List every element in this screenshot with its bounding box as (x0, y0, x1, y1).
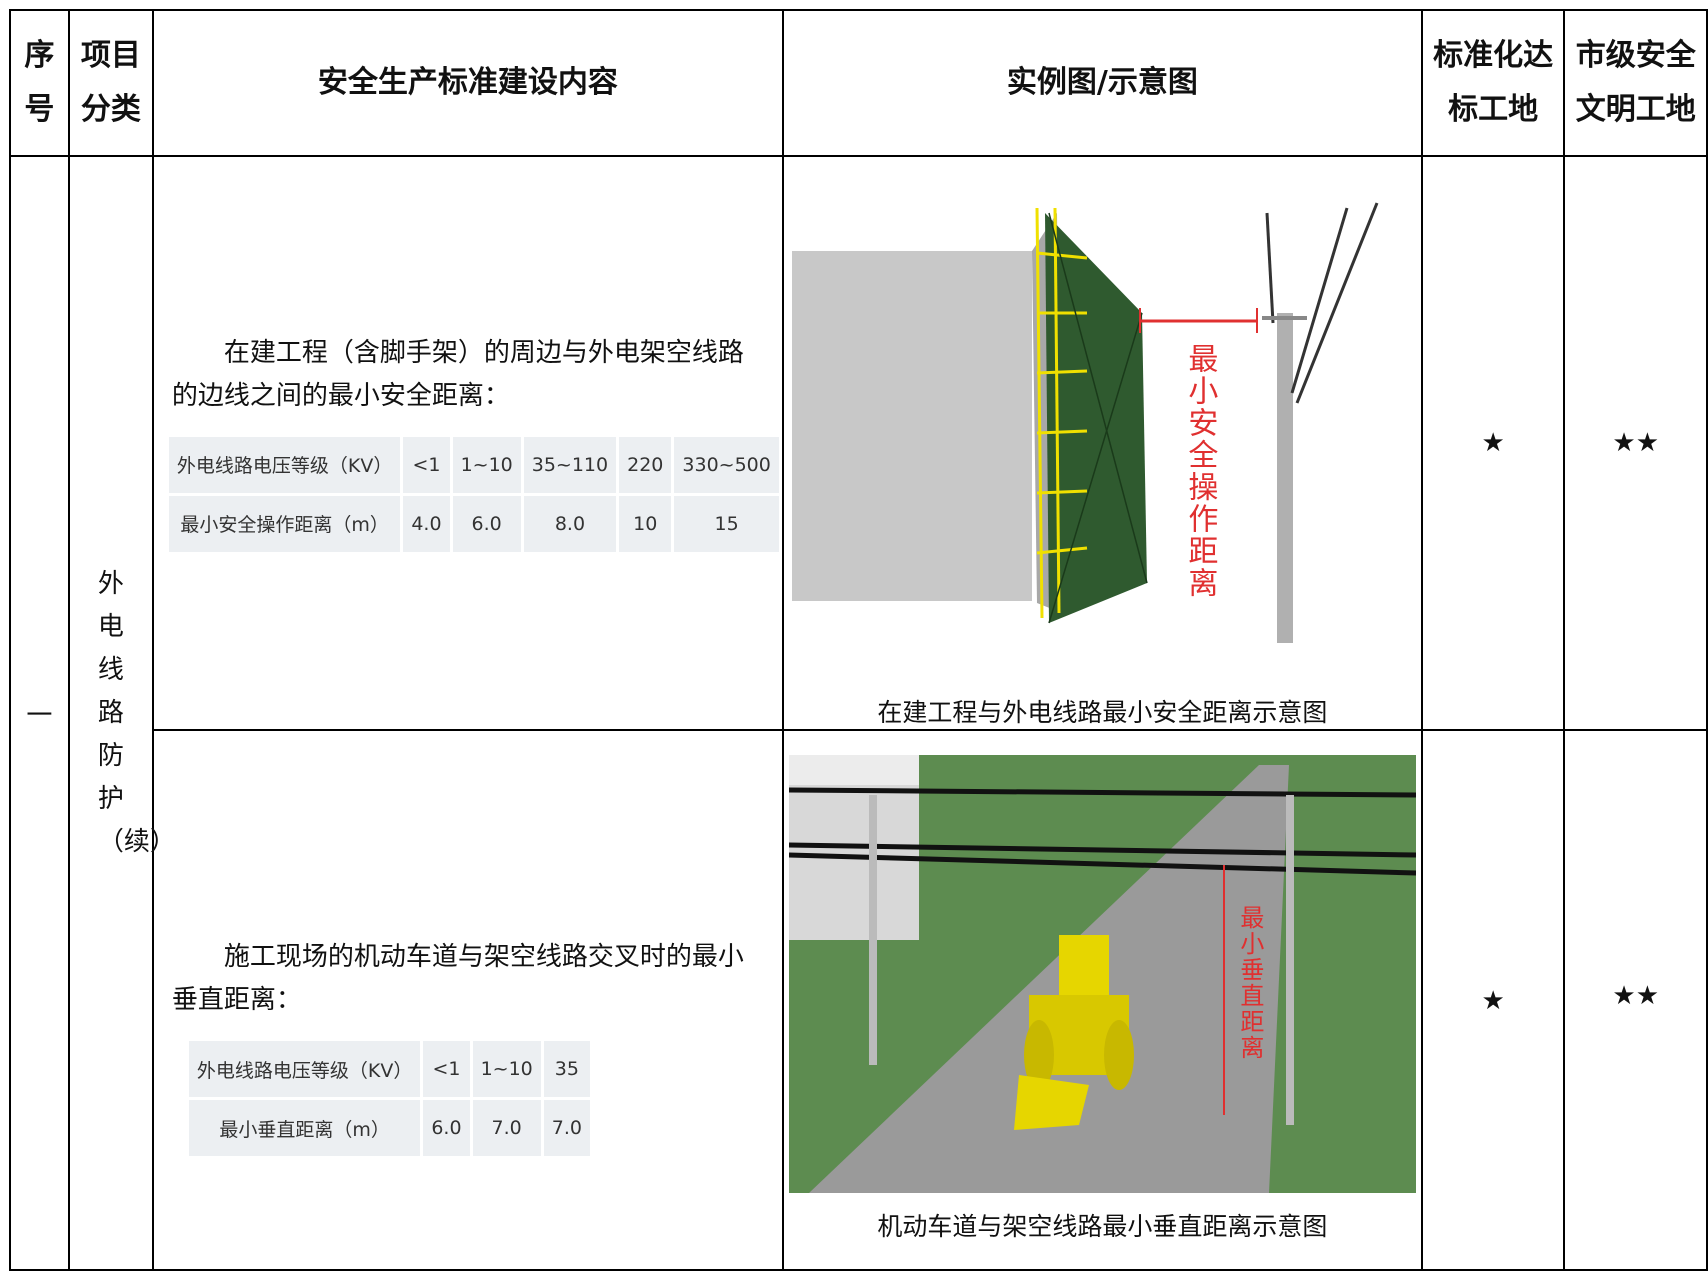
content-text: 施工现场的机动车道与架空线路交叉时的最小垂直距离： (171, 942, 744, 1015)
standard-table: 序号 项目分类 安全生产标准建设内容 实例图/示意图 标准化达标工地 市级安全文… (9, 9, 1708, 1271)
figure: 最小安全操作距离 (787, 193, 1417, 653)
header-cell: 序号 (9, 9, 70, 157)
inner-value: 6.0 (423, 1100, 470, 1156)
inner-value: 10 (619, 495, 672, 552)
inner-label: 最小垂直距离（m） (188, 1100, 421, 1156)
section-number: 一 (9, 155, 70, 1271)
standard-rating: ★ (1420, 155, 1566, 731)
inner-value: 15 (674, 495, 779, 552)
figure-cell: 最小垂直距离 机动车道与架空线路最小垂直距离示意图 (781, 729, 1423, 1271)
standard-rating: ★ (1420, 729, 1566, 1271)
header-cell: 项目分类 (67, 9, 154, 157)
inner-row: 外电线路电压等级（KV） <1 1~10 35 (188, 1041, 590, 1097)
inner-value: 1~10 (452, 436, 521, 493)
header-text: 项目分类 (80, 38, 141, 127)
header-cell: 实例图/示意图 (781, 9, 1423, 157)
header-cell: 市级安全文明工地 (1563, 9, 1708, 157)
content-cell: 在建工程（含脚手架）的周边与外电架空线路的边线之间的最小安全距离： 外电线路电压等… (151, 155, 784, 731)
inner-value: 4.0 (403, 495, 450, 552)
figure-caption: 机动车道与架空线路最小垂直距离示意图 (877, 1212, 1328, 1241)
inner-row: 最小垂直距离（m） 6.0 7.0 7.0 (188, 1100, 590, 1156)
header-text: 标准化达标工地 (1433, 38, 1554, 127)
header-text: 实例图/示意图 (1006, 65, 1198, 100)
content-cell: 施工现场的机动车道与架空线路交叉时的最小垂直距离： 外电线路电压等级（KV） <1 1… (151, 729, 784, 1271)
inner-label: 外电线路电压等级（KV） (168, 436, 401, 493)
inner-value: 35~110 (523, 436, 617, 493)
distance-table: 外电线路电压等级（KV） <1 1~10 35 最小垂直距离（m） 6.0 7.0 7.0 (186, 1038, 593, 1159)
inner-value: <1 (403, 436, 450, 493)
inner-value: 7.0 (543, 1100, 590, 1156)
content-text: 在建工程（含脚手架）的周边与外电架空线路的边线之间的最小安全距离： (171, 337, 744, 411)
inner-row: 外电线路电压等级（KV） <1 1~10 35~110 220 330~500 (168, 436, 779, 493)
figure-caption: 在建工程与外电线路最小安全距离示意图 (877, 698, 1328, 727)
inner-value: 1~10 (472, 1041, 541, 1097)
inner-value: 8.0 (523, 495, 617, 552)
inner-row: 最小安全操作距离（m） 4.0 6.0 8.0 10 15 (168, 495, 779, 552)
header-text: 安全生产标准建设内容 (317, 65, 618, 100)
inner-label: 最小安全操作距离（m） (168, 495, 401, 552)
figure-label: 最小安全操作距离 (1182, 343, 1218, 599)
inner-value: 7.0 (472, 1100, 541, 1156)
header-cell: 安全生产标准建设内容 (151, 9, 784, 157)
distance-table: 外电线路电压等级（KV） <1 1~10 35~110 220 330~500 最小安全操作… (166, 434, 782, 555)
inner-value: 330~500 (674, 436, 779, 493)
category: 外电线路防护（续） (97, 568, 176, 857)
category-cell: 外电线路防护（续） (67, 155, 176, 1271)
figure-illustration (792, 202, 1379, 643)
header-text: 序号 (24, 38, 55, 127)
header-text: 市级安全文明工地 (1575, 38, 1696, 127)
inner-value: 6.0 (452, 495, 521, 552)
inner-value: 220 (619, 436, 672, 493)
header-cell: 标准化达标工地 (1420, 9, 1566, 157)
inner-label: 外电线路电压等级（KV） (188, 1041, 421, 1097)
figure-label: 最小垂直距离 (1235, 905, 1264, 1061)
inner-value: <1 (423, 1041, 470, 1097)
figure-illustration (788, 755, 1416, 1193)
city-rating: ★★ (1563, 155, 1708, 731)
city-rating: ★★ (1563, 729, 1708, 1271)
inner-value: 35 (543, 1041, 590, 1097)
figure-cell: 最小安全操作距离 在建工程与外电线路最小安全距离示意图 (781, 155, 1423, 731)
figure: 最小垂直距离 (788, 755, 1416, 1193)
